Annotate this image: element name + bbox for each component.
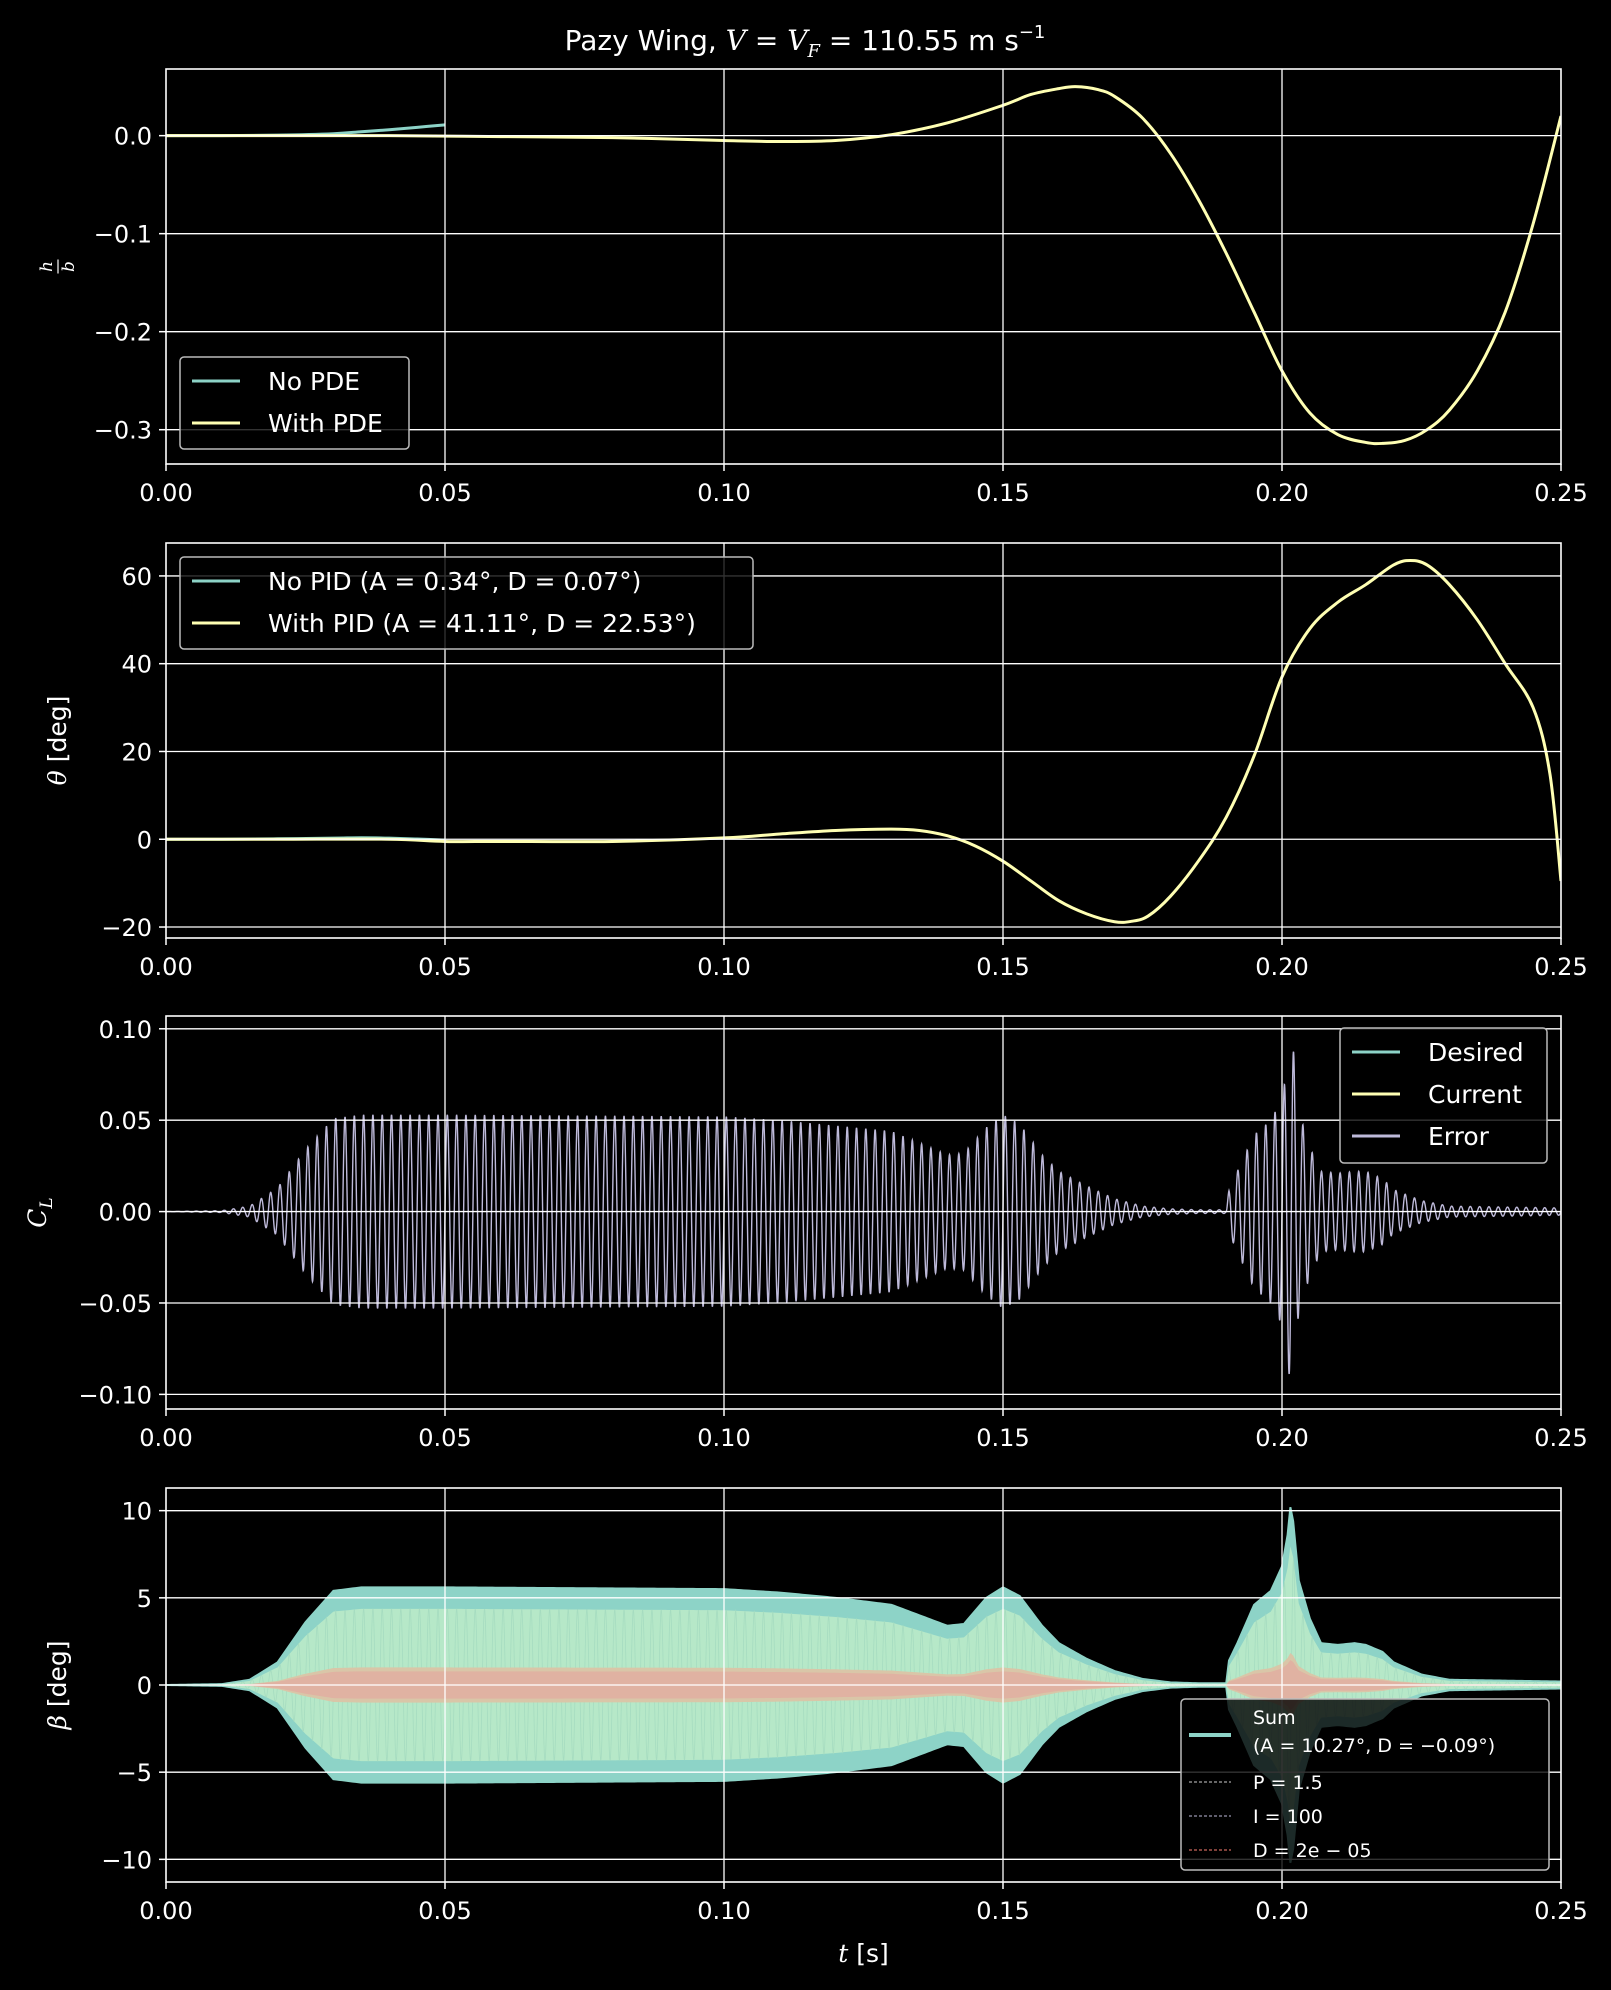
legend-label: P = 1.5 — [1253, 1772, 1323, 1794]
x-tick-label: 0.25 — [1534, 1897, 1587, 1925]
panel-1: 0.00 0.05 0.10 0.15 0.20 0.25 0.0 −0.1 −0.2 −0.3 h… — [37, 68, 1588, 507]
x-tick-label: 0.05 — [418, 1897, 471, 1925]
y-tick-label: 10 — [121, 1498, 152, 1526]
x-tick-label: 0.00 — [139, 479, 192, 507]
y-tick-label: 20 — [121, 738, 152, 766]
x-tick-label: 0.00 — [139, 1897, 192, 1925]
x-tick-label: 0.25 — [1534, 1424, 1587, 1452]
y-axis-label: β [deg] — [43, 1640, 72, 1730]
y-tick-label: 0.10 — [99, 1016, 152, 1044]
panel-2: 0.00 0.05 0.10 0.15 0.20 0.25 60 40 20 0 −20 θ [deg… — [43, 542, 1588, 981]
legend-label: With PDE — [268, 409, 383, 438]
x-tick-label: 0.10 — [697, 953, 750, 981]
y-label-denominator: b — [59, 261, 79, 272]
y-label-numerator: h — [37, 261, 57, 272]
y-tick-label: −0.1 — [94, 221, 152, 249]
y-tick-label: −0.2 — [94, 319, 152, 347]
x-tick-label: 0.20 — [1255, 479, 1308, 507]
legend-label: Sum — [1253, 1707, 1296, 1729]
y-tick-label: 0.0 — [114, 123, 152, 151]
legend-box — [179, 556, 754, 650]
y-tick-label: 60 — [121, 563, 152, 591]
legend-label: Error — [1428, 1122, 1490, 1151]
legend-label: Desired — [1428, 1038, 1524, 1067]
x-tick-label: 0.05 — [418, 479, 471, 507]
x-tick-label: 0.25 — [1534, 479, 1587, 507]
x-tick-label: 0.25 — [1534, 953, 1587, 981]
y-tick-label: −20 — [101, 914, 152, 942]
x-tick-label: 0.00 — [139, 1424, 192, 1452]
legend-label: With PID (A = 41.11°, D = 22.53°) — [268, 609, 696, 638]
y-tick-label: 0 — [137, 1672, 152, 1700]
x-label-unit: [s] — [848, 1939, 888, 1968]
x-label-symbol: t — [838, 1939, 849, 1968]
legend: No PID (A = 0.34°, D = 0.07°) With PID (A… — [179, 556, 754, 650]
x-tick-label: 0.05 — [418, 1424, 471, 1452]
legend: Sum (A = 10.27°, D = −0.09°) P = 1.5 I = 10… — [1180, 1698, 1550, 1871]
legend-label: No PID (A = 0.34°, D = 0.07°) — [268, 567, 641, 596]
x-tick-label: 0.10 — [697, 1424, 750, 1452]
x-tick-label: 0.15 — [976, 479, 1029, 507]
x-tick-label: 0.20 — [1255, 1897, 1308, 1925]
y-tick-label: −5 — [117, 1759, 152, 1787]
panel-3: 0.00 0.05 0.10 0.15 0.20 0.25 0.10 0.05 0.00 −0.0… — [23, 1015, 1588, 1452]
y-tick-label: 0.05 — [99, 1107, 152, 1135]
figure-title: Pazy Wing, V = VF = 110.55 m s−1 — [565, 22, 1046, 62]
y-label-unit: [deg] — [43, 1640, 72, 1715]
legend: Desired Current Error — [1339, 1027, 1548, 1164]
x-tick-label: 0.15 — [976, 953, 1029, 981]
x-tick-label: 0.20 — [1255, 1424, 1308, 1452]
x-tick-label: 0.10 — [697, 1897, 750, 1925]
panel-4: 0.00 0.05 0.10 0.15 0.20 0.25 10 5 0 −5 −10 β [deg]… — [43, 1487, 1588, 1968]
y-tick-label: −0.05 — [78, 1290, 152, 1318]
y-label-symbol: θ — [43, 770, 72, 785]
y-axis-label: CL — [23, 1197, 57, 1227]
x-tick-label: 0.20 — [1255, 953, 1308, 981]
legend-label: I = 100 — [1253, 1806, 1323, 1828]
y-label-main: C — [23, 1209, 52, 1228]
x-tick-label: 0.15 — [976, 1424, 1029, 1452]
legend: No PDE With PDE — [179, 356, 410, 450]
x-tick-label: 0.00 — [139, 953, 192, 981]
y-tick-label: −0.3 — [94, 417, 152, 445]
y-tick-label: 40 — [121, 651, 152, 679]
legend-box — [1180, 1698, 1550, 1871]
legend-label: (A = 10.27°, D = −0.09°) — [1253, 1735, 1495, 1757]
legend-box — [1339, 1027, 1548, 1164]
legend-label: D = 2e − 05 — [1253, 1840, 1372, 1862]
y-label-sub: L — [37, 1197, 57, 1209]
x-axis-label: t [s] — [838, 1939, 889, 1968]
y-label-symbol: β — [43, 1715, 72, 1730]
y-tick-label: −10 — [101, 1846, 152, 1874]
y-tick-label: 0 — [137, 826, 152, 854]
y-axis-label: θ [deg] — [43, 696, 72, 786]
y-label-unit: [deg] — [43, 696, 72, 771]
legend-label: Current — [1428, 1080, 1522, 1109]
x-tick-label: 0.05 — [418, 953, 471, 981]
y-tick-label: 5 — [137, 1585, 152, 1613]
x-tick-label: 0.10 — [697, 479, 750, 507]
grid — [166, 1016, 1561, 1409]
y-tick-label: −0.10 — [78, 1381, 152, 1409]
series-line-2 — [166, 559, 1561, 924]
axes-frame — [165, 68, 1562, 465]
axes-frame — [165, 542, 1562, 939]
axes-frame — [165, 1015, 1562, 1410]
x-tick-label: 0.15 — [976, 1897, 1029, 1925]
legend-label: No PDE — [268, 367, 360, 396]
y-tick-label: 0.00 — [99, 1199, 152, 1227]
